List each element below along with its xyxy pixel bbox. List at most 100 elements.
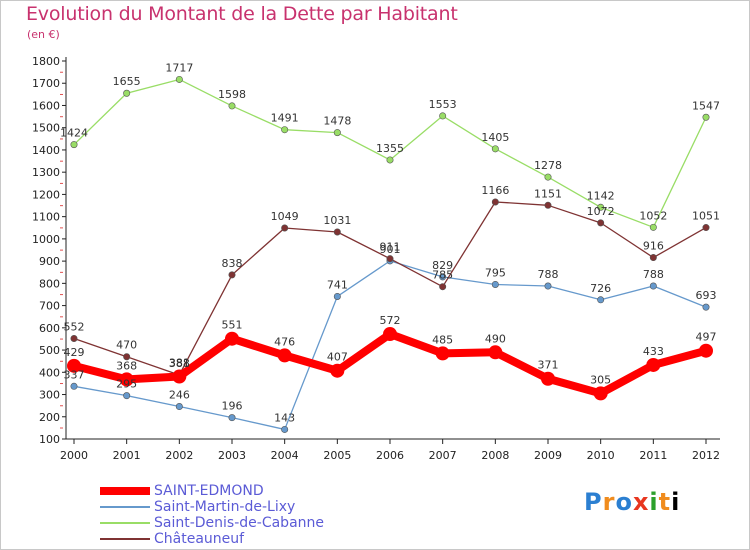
- x-tick-label: 2000: [60, 449, 88, 462]
- data-label: 1547: [692, 99, 720, 112]
- data-label: 490: [485, 332, 506, 345]
- data-point: [333, 292, 341, 300]
- data-point: [491, 145, 499, 153]
- data-label: 741: [327, 278, 348, 291]
- data-label: 470: [116, 339, 137, 352]
- data-point: [119, 372, 134, 387]
- y-tick-label: 1700: [32, 77, 60, 90]
- series-line-3: [73, 201, 707, 376]
- data-point: [281, 224, 289, 232]
- data-point: [439, 112, 447, 120]
- data-point: [649, 223, 657, 231]
- data-label: 388: [169, 357, 190, 370]
- data-label: 476: [274, 335, 295, 348]
- logo-letter: i: [671, 488, 681, 516]
- logo-letter: i: [649, 488, 659, 516]
- y-tick-label: 1300: [32, 166, 60, 179]
- y-tick-label: 200: [39, 411, 60, 424]
- data-labels: 337 295 246 196 143 741 901 829 795 788 726 788 693 1…: [60, 61, 720, 424]
- data-label: 572: [380, 314, 401, 327]
- data-point: [491, 280, 499, 288]
- data-label: 1424: [60, 127, 88, 140]
- y-tick-label: 700: [39, 300, 60, 313]
- data-label: 1717: [165, 61, 193, 74]
- legend-label: Saint-Denis-de-Cabanne: [154, 515, 325, 531]
- data-point: [597, 203, 605, 211]
- legend-swatch: [100, 522, 150, 524]
- y-tick-label: 600: [39, 322, 60, 335]
- y-tick-label: 1200: [32, 188, 60, 201]
- data-label: 295: [116, 378, 137, 391]
- data-point: [383, 327, 397, 342]
- x-tick-label: 2002: [165, 449, 193, 462]
- logo-letter: x: [632, 488, 650, 516]
- logo-letter: o: [615, 488, 633, 516]
- legend-swatch: [100, 506, 150, 508]
- legend-label: Saint-Martin-de-Lixy: [154, 499, 296, 515]
- logo-letter: t: [658, 488, 672, 516]
- data-label: 911: [380, 241, 401, 254]
- data-label: 1166: [481, 184, 509, 197]
- data-point: [70, 334, 78, 342]
- data-label: 901: [380, 243, 401, 256]
- data-label: 337: [64, 368, 85, 381]
- data-label: 788: [643, 268, 664, 281]
- x-tick-label: 2011: [639, 449, 667, 462]
- data-label: 1031: [323, 214, 351, 227]
- data-point: [597, 219, 605, 227]
- y-tick-label: 400: [39, 366, 60, 379]
- data-label: 1052: [639, 209, 667, 222]
- data-point: [435, 346, 450, 361]
- data-label: 788: [538, 268, 559, 281]
- x-tick-label: 2010: [587, 449, 615, 462]
- data-point: [544, 201, 552, 209]
- data-label: 916: [643, 240, 664, 253]
- data-label: 1049: [271, 210, 299, 223]
- x-tick-label: 2009: [534, 449, 562, 462]
- logo-letter: r: [602, 488, 616, 516]
- data-label: 785: [432, 269, 453, 282]
- data-label: 552: [64, 320, 85, 333]
- data-point: [225, 331, 239, 346]
- data-point: [491, 198, 499, 206]
- data-point: [439, 283, 447, 291]
- data-label: 1142: [587, 189, 615, 202]
- data-label: 305: [590, 373, 611, 386]
- data-label: 726: [590, 282, 611, 295]
- y-tick-label: 1400: [32, 144, 60, 157]
- data-point: [702, 303, 710, 311]
- data-point: [593, 386, 608, 401]
- data-point: [649, 254, 657, 262]
- data-point: [541, 371, 555, 386]
- chart-subtitle: (en €): [27, 28, 60, 41]
- chart-title: Evolution du Montant de la Dette par Hab…: [26, 3, 458, 25]
- x-tick-label: 2001: [113, 449, 141, 462]
- x-tick-label: 2003: [218, 449, 246, 462]
- data-label: 371: [538, 359, 559, 372]
- x-tick-label: 2005: [323, 449, 351, 462]
- data-label: 1278: [534, 159, 562, 172]
- data-point: [386, 255, 394, 263]
- data-label: 551: [222, 319, 243, 332]
- data-label: 1151: [534, 187, 562, 200]
- data-label: 838: [222, 257, 243, 270]
- x-tick-label: 2007: [429, 449, 457, 462]
- x-tick-label: 2004: [271, 449, 299, 462]
- data-point: [281, 126, 289, 134]
- data-point: [646, 357, 661, 372]
- data-label: 1598: [218, 88, 246, 101]
- data-point: [175, 403, 183, 411]
- logo-letter: P: [584, 488, 603, 516]
- data-point: [699, 343, 713, 358]
- data-point: [172, 369, 187, 384]
- data-point: [330, 363, 345, 378]
- data-label: 1072: [587, 205, 615, 218]
- y-tick-label: 1600: [32, 99, 60, 112]
- data-label: 829: [432, 259, 453, 272]
- data-label: 1405: [481, 131, 509, 144]
- data-point: [70, 382, 78, 390]
- y-tick-label: 1100: [32, 211, 60, 224]
- data-label: 1051: [692, 210, 720, 223]
- data-label: 795: [485, 266, 506, 279]
